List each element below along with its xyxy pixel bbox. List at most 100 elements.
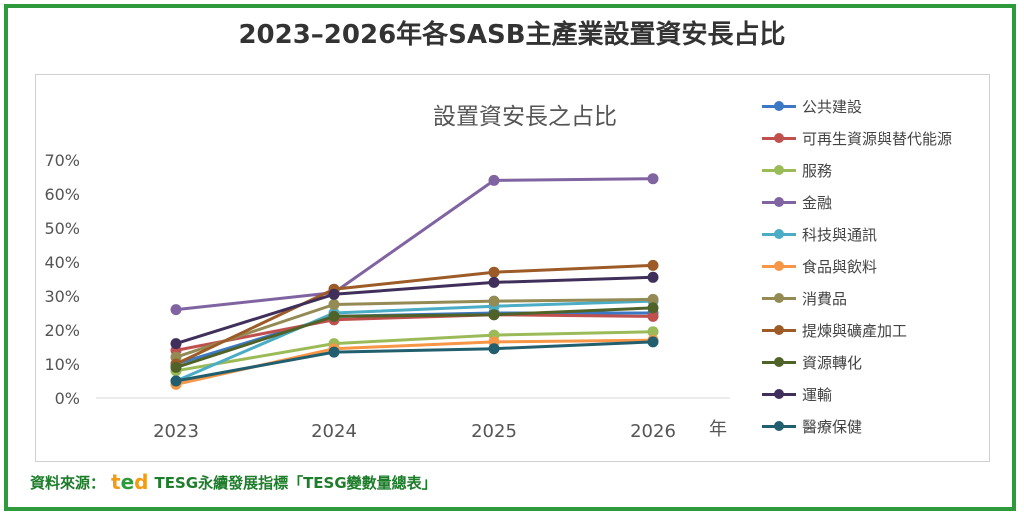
legend-marker <box>762 164 796 176</box>
chart-area <box>35 74 990 462</box>
logo-letter-e: e <box>120 470 135 494</box>
legend-marker <box>762 260 796 272</box>
legend-item: 資源轉化 <box>762 346 952 378</box>
series-line <box>175 338 654 386</box>
legend-label: 醫療保健 <box>802 417 863 436</box>
series-line <box>175 263 654 366</box>
legend-item: 運輸 <box>762 378 952 410</box>
legend-label: 資源轉化 <box>802 353 863 372</box>
legend-dot <box>774 229 784 239</box>
ted-logo: t e d <box>111 470 148 494</box>
data-point <box>488 309 500 321</box>
y-tick-label: 10% <box>44 355 80 374</box>
y-tick-label: 50% <box>44 219 80 238</box>
data-point <box>170 375 182 387</box>
data-point <box>647 302 659 314</box>
x-tick-label: 2026 <box>630 421 676 442</box>
legend-dot <box>774 325 784 335</box>
data-point <box>647 326 659 338</box>
y-tick-label: 60% <box>44 185 80 204</box>
legend-dot <box>774 421 784 431</box>
legend-marker <box>762 228 796 240</box>
y-tick-label: 0% <box>55 389 80 408</box>
legend-item: 消費品 <box>762 282 952 314</box>
legend-dot <box>774 293 784 303</box>
data-point <box>488 174 500 186</box>
series-line <box>175 275 654 346</box>
data-point <box>328 346 340 358</box>
data-point <box>488 266 500 278</box>
legend-item: 食品與飲料 <box>762 250 952 282</box>
data-point <box>488 295 500 307</box>
series-line <box>175 340 654 383</box>
data-point <box>170 304 182 316</box>
x-tick-label: 2023 <box>153 421 199 442</box>
series-line <box>175 297 654 359</box>
series-line <box>175 177 654 312</box>
legend-dot <box>774 197 784 207</box>
data-point <box>328 299 340 310</box>
legend-marker <box>762 356 796 368</box>
legend-item: 可再生資源與替代能源 <box>762 122 952 154</box>
x-tick-label: 2024 <box>311 421 357 442</box>
legend-label: 運輸 <box>802 385 833 404</box>
legend-item: 金融 <box>762 186 952 218</box>
legend-dot <box>774 389 784 399</box>
legend-label: 金融 <box>802 193 833 212</box>
legend-label: 可再生資源與替代能源 <box>802 129 953 148</box>
legend-marker <box>762 292 796 304</box>
data-point <box>170 361 182 373</box>
legend-label: 消費品 <box>802 289 848 308</box>
x-tick-label: 2025 <box>471 421 517 442</box>
data-point <box>488 343 500 355</box>
legend-marker <box>762 388 796 400</box>
series-line <box>175 330 654 373</box>
source-footer: 資料來源： t e d TESG永續發展指標「TESG變數量總表」 <box>30 470 437 494</box>
legend-marker <box>762 100 796 112</box>
logo-letter-t: t <box>111 470 121 494</box>
y-tick-label: 40% <box>44 253 80 272</box>
legend-label: 科技與通訊 <box>802 225 878 244</box>
legend-item: 服務 <box>762 154 952 186</box>
y-tick-label: 70% <box>44 151 80 170</box>
y-tick-label: 20% <box>44 321 80 340</box>
legend-marker <box>762 196 796 208</box>
source-text: TESG永續發展指標「TESG變數量總表」 <box>154 473 437 492</box>
legend-marker <box>762 420 796 432</box>
legend-dot <box>774 357 784 367</box>
data-point <box>488 276 500 288</box>
data-point <box>647 271 659 283</box>
series-line <box>175 299 654 383</box>
chart-legend: 公共建設可再生資源與替代能源 服務金融科技與通訊食品與飲料消費品提煉與礦產加工 資源… <box>762 90 952 442</box>
x-axis-label: 年 <box>709 419 727 440</box>
data-point <box>170 338 182 350</box>
data-point <box>328 288 340 300</box>
legend-marker <box>762 132 796 144</box>
legend-item: 提煉與礦產加工 <box>762 314 952 346</box>
main-title: 2023–2026年各SASB主產業設置資安長占比 <box>238 20 786 50</box>
legend-dot <box>774 101 784 111</box>
data-point <box>647 173 659 185</box>
legend-marker <box>762 324 796 336</box>
data-point <box>647 336 659 348</box>
source-label: 資料來源： <box>30 473 106 492</box>
legend-dot <box>774 261 784 271</box>
legend-label: 提煉與礦產加工 <box>802 321 908 340</box>
legend-label: 食品與飲料 <box>802 257 878 276</box>
legend-dot <box>774 165 784 175</box>
legend-item: 科技與通訊 <box>762 218 952 250</box>
legend-label: 公共建設 <box>802 97 863 116</box>
legend-label: 服務 <box>802 161 833 180</box>
data-point <box>647 293 659 305</box>
chart-title: 設置資安長之占比 <box>433 104 617 130</box>
logo-letter-d: d <box>134 470 149 494</box>
series-line <box>175 306 654 369</box>
data-point <box>647 310 659 322</box>
series-line <box>175 313 654 352</box>
data-point <box>647 259 659 271</box>
legend-dot <box>774 133 784 143</box>
legend-item: 醫療保健 <box>762 410 952 442</box>
legend-item: 公共建設 <box>762 90 952 122</box>
data-point <box>328 310 340 322</box>
